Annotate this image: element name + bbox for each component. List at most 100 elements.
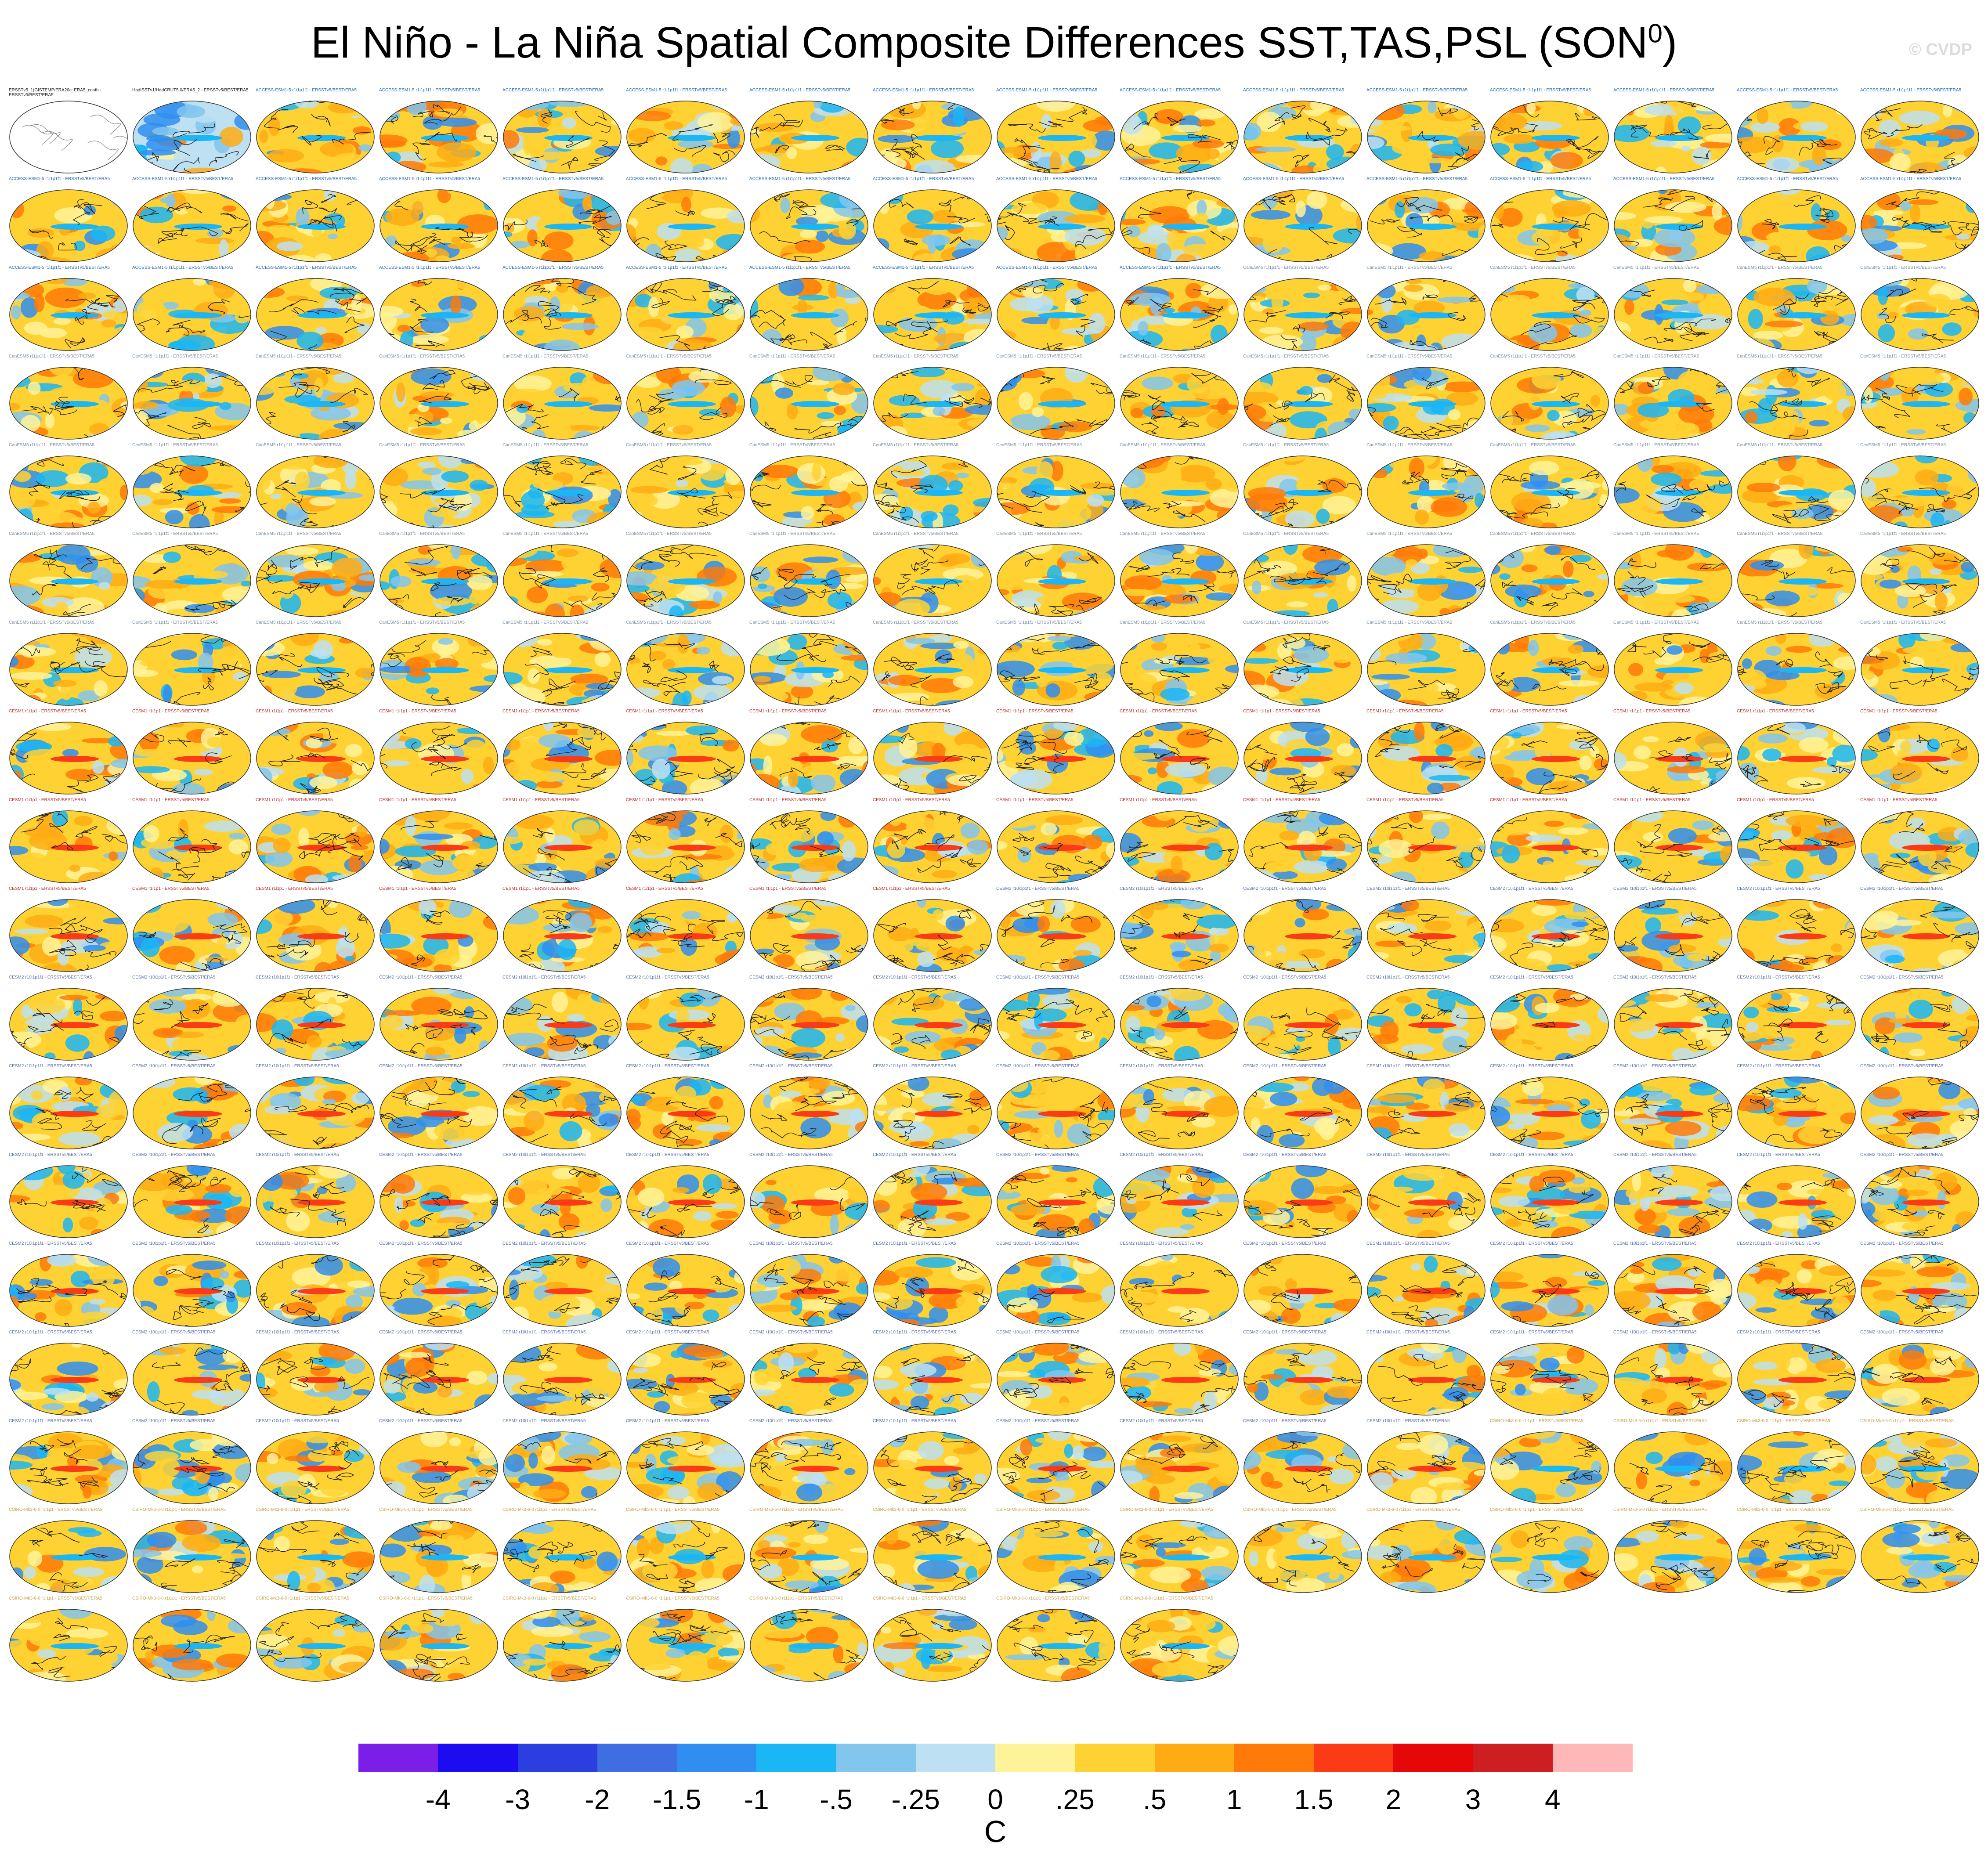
panel-label: CESM1 r1i1p1 - ERSSTv5/BEST/ERA5	[9, 886, 86, 891]
panel-label: ACCESS-ESM1-5 r1i1p1f1 - ERSSTv5/BEST/ER…	[1613, 88, 1715, 93]
panel-label: CSIRO-Mk3-6-0 r1i1p1 - ERSSTv5/BEST/ERA5	[1490, 1419, 1583, 1423]
panel-label: CESM2 r10i1p1f1 - ERSSTv5/BEST/ERA5	[1120, 1152, 1203, 1157]
map-ellipse	[1490, 101, 1609, 173]
map-ellipse	[380, 1520, 498, 1593]
map-ellipse	[626, 1254, 745, 1327]
map-panel: CESM2 r10i1p1f1 - ERSSTv5/BEST/ERA5	[7, 1064, 130, 1152]
map-ellipse	[1737, 455, 1856, 528]
map-panel: CESM2 r10i1p1f1 - ERSSTv5/BEST/ERA5	[624, 1064, 748, 1152]
map-panel: CESM2 r10i1p1f1 - ERSSTv5/BEST/ERA5	[748, 975, 871, 1063]
map-ellipse	[503, 1520, 622, 1593]
map-panel: CESM2 r10i1p1f1 - ERSSTv5/BEST/ERA5	[1488, 1064, 1612, 1152]
map-panel: CanESM5 r1i1p1f1 - ERSSTv5/BEST/ERA5	[1488, 354, 1612, 442]
map-ellipse	[873, 722, 992, 795]
map-panel: CanESM5 r1i1p1f1 - ERSSTv5/BEST/ERA5	[254, 531, 377, 619]
map-panel: CESM1 r1i1p1 - ERSSTv5/BEST/ERA5	[871, 709, 994, 797]
map-ellipse	[133, 544, 251, 617]
map-ellipse	[750, 1520, 868, 1593]
panel-label: CanESM5 r1i1p1f1 - ERSSTv5/BEST/ERA5	[132, 354, 218, 359]
map-panel: CESM1 r1i1p1 - ERSSTv5/BEST/ERA5	[377, 709, 501, 797]
panel-label: ACCESS-ESM1-5 r1i1p1f1 - ERSSTv5/BEST/ER…	[9, 177, 110, 181]
map-panel: CanESM5 r1i1p1f1 - ERSSTv5/BEST/ERA5	[7, 620, 130, 708]
map-panel: CESM2 r10i1p1f1 - ERSSTv5/BEST/ERA5	[1735, 1241, 1858, 1329]
map-panel: CESM2 r10i1p1f1 - ERSSTv5/BEST/ERA5	[994, 1330, 1118, 1418]
map-panel: CESM2 r10i1p1f1 - ERSSTv5/BEST/ERA5	[624, 1152, 748, 1240]
panel-label: CESM2 r10i1p1f1 - ERSSTv5/BEST/ERA5	[1243, 1064, 1327, 1069]
map-ellipse	[503, 722, 622, 795]
map-ellipse	[750, 189, 868, 262]
panel-label: CESM2 r10i1p1f1 - ERSSTv5/BEST/ERA5	[256, 1064, 339, 1069]
map-panel: CESM2 r10i1p1f1 - ERSSTv5/BEST/ERA5	[748, 1241, 871, 1329]
colorbar-unit: C	[984, 1814, 1007, 1849]
panel-label: CESM2 r10i1p1f1 - ERSSTv5/BEST/ERA5	[996, 1152, 1080, 1157]
panel-label: CESM1 r1i1p1 - ERSSTv5/BEST/ERA5	[9, 709, 86, 714]
map-panel: CSIRO-Mk3-6-0 r1i1p1 - ERSSTv5/BEST/ERA5	[624, 1596, 748, 1684]
map-panel: CanESM5 r1i1p1f1 - ERSSTv5/BEST/ERA5	[501, 443, 624, 531]
map-ellipse	[1243, 1431, 1362, 1504]
panel-label: CESM2 r10i1p1f1 - ERSSTv5/BEST/ERA5	[379, 1152, 463, 1157]
map-panel: CESM1 r1i1p1 - ERSSTv5/BEST/ERA5	[130, 709, 254, 797]
map-ellipse	[1737, 367, 1856, 440]
map-ellipse	[750, 1165, 868, 1238]
map-panel: CESM2 r10i1p1f1 - ERSSTv5/BEST/ERA5	[501, 975, 624, 1063]
colorbar-tick-label: 0	[987, 1784, 1003, 1815]
map-panel: CanESM5 r1i1p1f1 - ERSSTv5/BEST/ERA5	[1612, 354, 1735, 442]
panel-label: CESM2 r10i1p1f1 - ERSSTv5/BEST/ERA5	[379, 1064, 463, 1069]
map-panel: CanESM5 r1i1p1f1 - ERSSTv5/BEST/ERA5	[1858, 531, 1982, 619]
panel-label: CSIRO-Mk3-6-0 r1i1p1 - ERSSTv5/BEST/ERA5	[626, 1507, 719, 1512]
panel-label: CSIRO-Mk3-6-0 r1i1p1 - ERSSTv5/BEST/ERA5	[749, 1596, 843, 1601]
panel-label: ACCESS-ESM1-5 r1i1p1f1 - ERSSTv5/BEST/ER…	[1243, 177, 1345, 181]
panel-label: CanESM5 r1i1p1f1 - ERSSTv5/BEST/ERA5	[749, 354, 835, 359]
map-ellipse	[133, 1431, 251, 1504]
map-panel: CESM1 r1i1p1 - ERSSTv5/BEST/ERA5	[1488, 709, 1612, 797]
map-panel: CSIRO-Mk3-6-0 r1i1p1 - ERSSTv5/BEST/ERA5	[7, 1507, 130, 1595]
panel-label: CanESM5 r1i1p1f1 - ERSSTv5/BEST/ERA5	[502, 531, 589, 536]
map-panel: ACCESS-ESM1-5 r1i1p1f1 - ERSSTv5/BEST/ER…	[1858, 177, 1982, 264]
panel-label: ACCESS-ESM1-5 r1i1p1f1 - ERSSTv5/BEST/ER…	[626, 177, 727, 181]
map-ellipse	[256, 544, 375, 617]
map-ellipse	[1367, 544, 1486, 617]
panel-label: CSIRO-Mk3-6-0 r1i1p1 - ERSSTv5/BEST/ERA5	[873, 1596, 966, 1601]
map-panel: CESM1 r1i1p1 - ERSSTv5/BEST/ERA5	[748, 709, 871, 797]
map-ellipse	[1367, 189, 1486, 262]
map-ellipse	[750, 1609, 868, 1682]
map-panel: CESM2 r10i1p1f1 - ERSSTv5/BEST/ERA5	[7, 1419, 130, 1506]
panel-label: ACCESS-ESM1-5 r1i1p1f1 - ERSSTv5/BEST/ER…	[379, 265, 481, 270]
panel-label: CSIRO-Mk3-6-0 r1i1p1 - ERSSTv5/BEST/ERA5	[379, 1596, 473, 1601]
map-ellipse	[503, 1165, 622, 1238]
map-ellipse	[1490, 1520, 1609, 1593]
panel-label: CESM1 r1i1p1 - ERSSTv5/BEST/ERA5	[1120, 709, 1197, 714]
map-ellipse	[1120, 1165, 1239, 1238]
panel-label: ACCESS-ESM1-5 r1i1p1f1 - ERSSTv5/BEST/ER…	[132, 177, 234, 181]
map-panel: ACCESS-ESM1-5 r1i1p1f1 - ERSSTv5/BEST/ER…	[748, 265, 871, 353]
map-panel: CanESM5 r1i1p1f1 - ERSSTv5/BEST/ERA5	[1612, 531, 1735, 619]
map-ellipse	[256, 455, 375, 528]
panel-label: CSIRO-Mk3-6-0 r1i1p1 - ERSSTv5/BEST/ERA5	[1613, 1419, 1707, 1423]
map-ellipse	[503, 633, 622, 706]
panel-label: CESM2 r10i1p1f1 - ERSSTv5/BEST/ERA5	[1366, 975, 1450, 980]
panel-label: CESM2 r10i1p1f1 - ERSSTv5/BEST/ERA5	[1243, 886, 1327, 891]
map-panel: CSIRO-Mk3-6-0 r1i1p1 - ERSSTv5/BEST/ERA5	[377, 1507, 501, 1595]
map-panel: CESM2 r10i1p1f1 - ERSSTv5/BEST/ERA5	[994, 1064, 1118, 1152]
map-ellipse	[997, 810, 1115, 883]
panel-label: CESM1 r1i1p1 - ERSSTv5/BEST/ERA5	[873, 886, 950, 891]
map-ellipse	[9, 544, 128, 617]
map-ellipse	[1243, 1343, 1362, 1416]
map-ellipse	[9, 988, 128, 1061]
map-panel: CESM1 r1i1p1 - ERSSTv5/BEST/ERA5	[1118, 798, 1241, 885]
panel-label: CESM2 r10i1p1f1 - ERSSTv5/BEST/ERA5	[1860, 975, 1944, 980]
panel-label: CanESM5 r1i1p1f1 - ERSSTv5/BEST/ERA5	[626, 620, 712, 625]
map-panel: CESM2 r10i1p1f1 - ERSSTv5/BEST/ERA5	[748, 1330, 871, 1418]
map-ellipse	[750, 810, 868, 883]
map-panel: CanESM5 r1i1p1f1 - ERSSTv5/BEST/ERA5	[1735, 354, 1858, 442]
panel-label: CESM2 r10i1p1f1 - ERSSTv5/BEST/ERA5	[9, 1330, 92, 1335]
map-panel: CESM1 r1i1p1 - ERSSTv5/BEST/ERA5	[624, 709, 748, 797]
panel-label: CESM2 r10i1p1f1 - ERSSTv5/BEST/ERA5	[1737, 1241, 1820, 1246]
map-panel: CESM2 r10i1p1f1 - ERSSTv5/BEST/ERA5	[1858, 1241, 1982, 1329]
map-panel: CESM2 r10i1p1f1 - ERSSTv5/BEST/ERA5	[1241, 1330, 1365, 1418]
panel-label: CESM1 r1i1p1 - ERSSTv5/BEST/ERA5	[1860, 709, 1937, 714]
panel-label: CESM1 r1i1p1 - ERSSTv5/BEST/ERA5	[626, 886, 703, 891]
panel-label: CanESM5 r1i1p1f1 - ERSSTv5/BEST/ERA5	[1613, 443, 1699, 448]
map-ellipse	[1614, 455, 1732, 528]
colorbar-tick-label: 4	[1544, 1784, 1561, 1815]
